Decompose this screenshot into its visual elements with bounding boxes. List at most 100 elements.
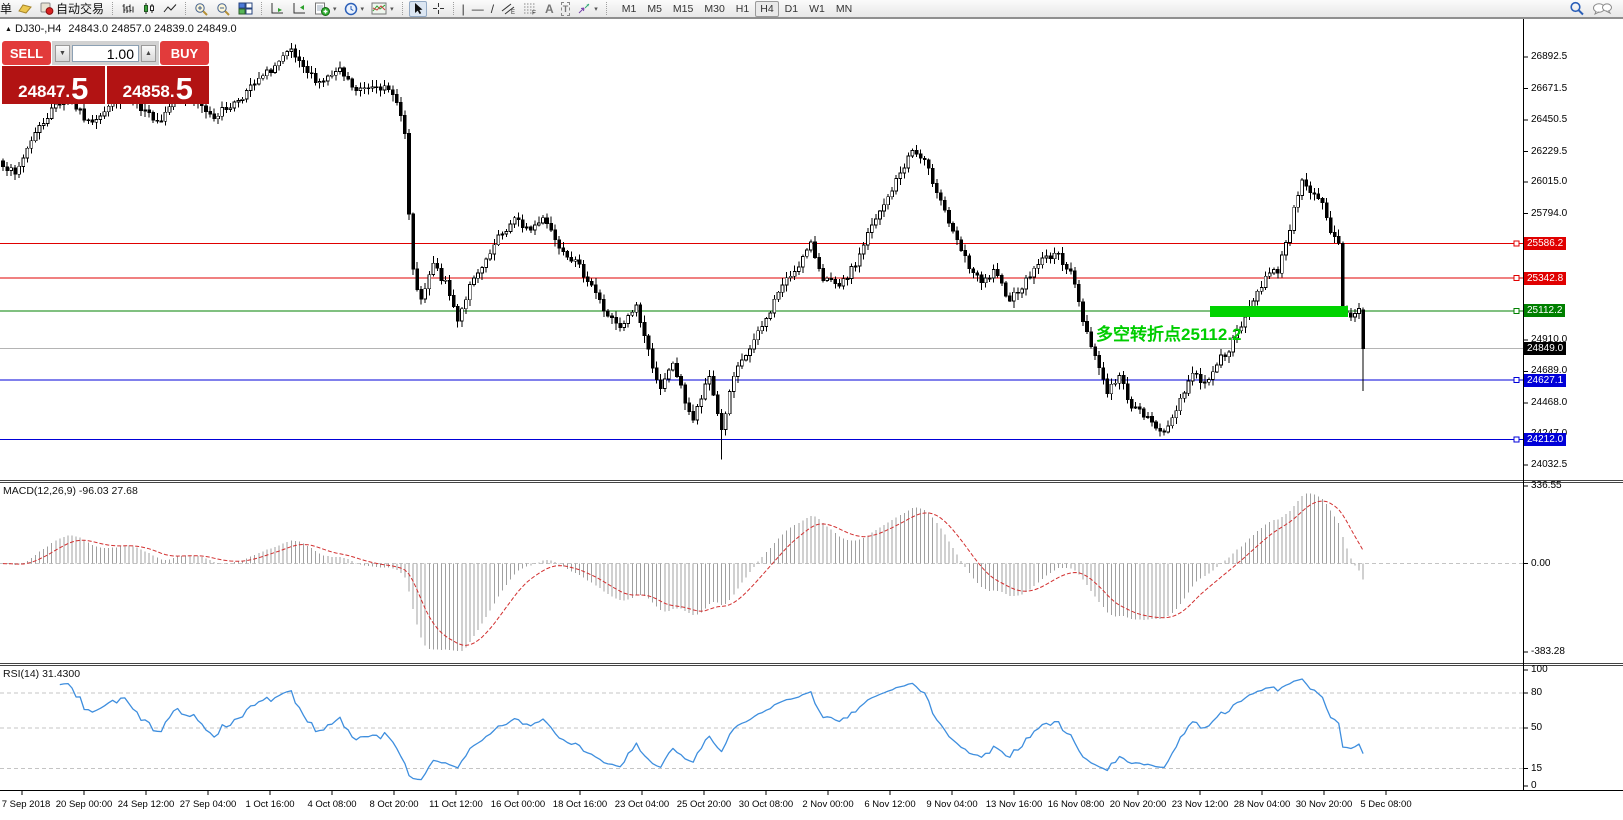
trendline-button[interactable]: /	[489, 1, 496, 17]
time-axis-label: 1 Oct 16:00	[245, 799, 295, 810]
volume-input[interactable]: 1.00	[72, 44, 139, 62]
tile-windows-icon	[238, 2, 253, 15]
label-tool-icon: T	[560, 1, 571, 16]
zoom-out-icon	[217, 2, 230, 16]
indicators-button[interactable]: ▾	[312, 1, 339, 17]
autotrade-button[interactable]: 自动交易	[38, 1, 106, 17]
periods-button[interactable]: ▾	[342, 1, 367, 17]
shapes-button[interactable]: ▾	[575, 1, 600, 17]
vertical-line-button[interactable]: |	[460, 1, 467, 17]
tile-windows-button[interactable]	[236, 1, 255, 17]
line-chart-button[interactable]	[161, 1, 179, 17]
candlestick-icon	[144, 3, 155, 14]
svg-text:E: E	[511, 10, 515, 15]
text-tool-button[interactable]: A	[543, 1, 556, 17]
trendline-icon: /	[490, 1, 495, 16]
timeframe-W1[interactable]: W1	[809, 2, 825, 15]
rsi-axis-label: 80	[1531, 687, 1543, 699]
autotrade-label: 自动交易	[56, 2, 105, 16]
price-tick-label: 26015.0	[1531, 176, 1568, 188]
annotation-text[interactable]: 多空转折点25112.2	[1096, 325, 1242, 344]
buy-button[interactable]: BUY	[160, 41, 209, 65]
price-tick-label: 25794.0	[1531, 207, 1568, 219]
time-axis-label: 20 Sep 00:00	[55, 799, 113, 810]
autotrade-icon	[40, 2, 54, 15]
timeframe-M1[interactable]: M1	[621, 2, 637, 15]
arrows-shapes-icon	[578, 3, 590, 14]
time-axis-label: 16 Oct 00:00	[490, 799, 546, 810]
new-order-button[interactable]	[15, 1, 35, 17]
timeframe-M15[interactable]: M15	[672, 2, 694, 15]
chat-button[interactable]	[1590, 1, 1614, 17]
time-axis-label: 28 Nov 04:00	[1233, 799, 1291, 810]
price-tick-label: 24689.0	[1531, 365, 1568, 377]
timeframe-M30[interactable]: M30	[704, 2, 725, 15]
volume-decrease-button[interactable]: ▼	[55, 44, 70, 62]
price-tick-label: 24468.0	[1531, 396, 1568, 408]
cursor-button[interactable]	[408, 0, 427, 17]
timeframe-M5[interactable]: M5	[647, 2, 662, 15]
candlestick-chart-button[interactable]	[140, 1, 158, 17]
menu-item-partial[interactable]: 单	[0, 2, 13, 16]
timeframe-group: M1 M5 M15 M30 H1 H4 D1 W1 MN	[617, 0, 857, 17]
toolbar-separator	[261, 2, 263, 15]
chat-bubbles-icon	[1593, 2, 1612, 15]
templates-button[interactable]: ▾	[369, 1, 396, 17]
rsi-axis-label: 0	[1531, 780, 1537, 791]
macd-axis-label: -383.28	[1531, 646, 1565, 657]
time-axis-label: 18 Oct 16:00	[552, 799, 608, 810]
time-axis-label: 24 Sep 12:00	[117, 799, 175, 810]
time-axis-label: 6 Nov 12:00	[864, 799, 916, 810]
chart-ohlc-title: ▲ DJ30-,H4 24843.0 24857.0 24839.0 24849.0	[5, 23, 237, 35]
time-axis-label: 13 Nov 16:00	[985, 799, 1043, 810]
price-tick-label: 26229.5	[1531, 145, 1568, 157]
buy-price[interactable]: 24858. 5	[106, 66, 209, 106]
auto-arrange-button[interactable]	[268, 1, 287, 17]
sell-price[interactable]: 24847. 5	[2, 66, 105, 104]
equidistant-channel-button[interactable]: E	[499, 1, 518, 17]
rsi-axis-label: 50	[1531, 722, 1543, 733]
price-level-label: 25112.2	[1524, 304, 1566, 318]
cursor-icon	[414, 3, 423, 14]
indicators-icon	[315, 2, 331, 16]
label-tool-button[interactable]: T	[559, 1, 573, 17]
price-level-label: 25586.2	[1524, 236, 1567, 250]
price-tick-label: 26450.5	[1531, 114, 1568, 126]
zoom-in-button[interactable]	[192, 1, 211, 17]
buy-price-frac: 5	[175, 70, 193, 106]
timeframe-H1[interactable]: H1	[735, 2, 750, 15]
time-axis-label: 20 Nov 20:00	[1109, 799, 1167, 810]
equidistant-channel-icon: E	[501, 3, 515, 15]
crosshair-button[interactable]	[430, 1, 447, 17]
time-axis-label: 7 Sep 2018	[1, 799, 51, 810]
time-axis-label: 2 Nov 00:00	[802, 799, 854, 810]
svg-text:F: F	[532, 10, 536, 16]
time-axis-label: 9 Nov 04:00	[926, 799, 978, 810]
bar-chart-button[interactable]	[119, 1, 137, 17]
time-axis-label: 4 Oct 08:00	[307, 799, 357, 810]
fibonacci-button[interactable]: F	[521, 1, 540, 17]
symbol-search-button[interactable]	[1567, 1, 1587, 17]
symbol-period-label: DJ30-,H4	[14, 23, 62, 35]
new-order-icon	[18, 4, 32, 14]
price-tick-label: 26671.5	[1531, 82, 1568, 94]
price-tick-label: 26892.5	[1531, 51, 1568, 62]
sell-price-int: 24847	[18, 82, 66, 102]
zoom-out-button[interactable]	[214, 1, 233, 17]
sell-button[interactable]: SELL	[2, 41, 51, 65]
timeframe-MN[interactable]: MN	[835, 2, 853, 15]
dropdown-caret-icon: ▾	[333, 5, 337, 13]
volume-increase-button[interactable]: ▲	[141, 44, 156, 62]
symbol-marker-icon: ▲	[5, 26, 12, 33]
time-axis-label: 5 Dec 08:00	[1360, 799, 1412, 810]
chart-shift-button[interactable]	[290, 1, 309, 17]
horizontal-line-button[interactable]: —	[470, 1, 486, 17]
rsi-axis-label: 100	[1531, 664, 1548, 675]
vertical-line-icon: |	[461, 1, 465, 16]
one-click-trading-panel: SELL ▼ 1.00 ▲ BUY 24847. 5 24858. 5	[2, 41, 209, 104]
timeframe-D1[interactable]: D1	[784, 2, 799, 15]
macd-label: MACD(12,26,9) -96.03 27.68	[3, 485, 138, 497]
timeframe-H4[interactable]: H4	[755, 0, 779, 17]
